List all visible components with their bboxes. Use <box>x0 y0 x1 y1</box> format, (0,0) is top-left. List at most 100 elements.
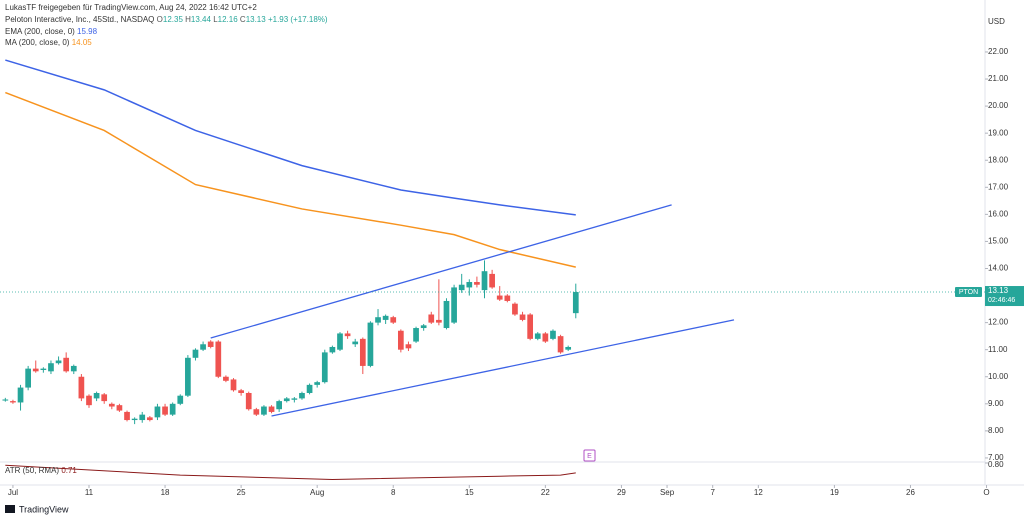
candle-body <box>116 405 123 411</box>
candle-body <box>428 314 435 323</box>
ohlc-label: O <box>156 15 163 24</box>
ohlc-value: 13.44 <box>190 15 211 24</box>
x-tick-label: 12 <box>754 488 763 497</box>
legend-value: 14.05 <box>71 38 92 47</box>
candle-body <box>337 333 343 350</box>
symbol-legend: Peloton Interactive, Inc., 45Std., NASDA… <box>5 15 328 24</box>
legend-name: MA (200, close, 0) <box>5 38 70 47</box>
ma-legend: MA (200, close, 0) 14.05 <box>5 38 92 47</box>
change: +1.93 (+17.18%) <box>267 15 328 24</box>
candle-body <box>496 295 503 300</box>
x-tick-label: 7 <box>710 488 715 497</box>
symbol: Peloton Interactive, Inc., 45Std., NASDA… <box>5 15 155 24</box>
trendline <box>271 319 735 417</box>
candle-body <box>367 322 374 366</box>
candle-body <box>101 394 108 402</box>
event-marker: E <box>587 453 592 460</box>
ohlc-label: C <box>239 15 246 24</box>
y-tick-label: 17.00 <box>988 182 1009 191</box>
ohlc-value: 13.13 <box>245 15 266 24</box>
indicator-line <box>5 91 576 268</box>
y-tick-label: 12.00 <box>988 318 1009 327</box>
y-tick-label: 14.00 <box>988 264 1009 273</box>
trendline <box>210 204 672 339</box>
candle-body <box>139 414 146 421</box>
x-tick-label: 25 <box>237 488 246 497</box>
ohlc-label: H <box>185 15 191 24</box>
candle-body <box>504 295 511 301</box>
x-tick-label: Aug <box>310 488 324 497</box>
candle-body <box>382 315 389 320</box>
candle-body <box>557 336 564 353</box>
x-tick-label: 22 <box>541 488 550 497</box>
candle-body <box>185 357 191 396</box>
ohlc-label: L <box>213 15 218 24</box>
x-tick-label: 15 <box>465 488 474 497</box>
candle-body <box>200 344 206 350</box>
candle-body <box>550 330 556 339</box>
candle-body <box>481 271 488 291</box>
legend-name: EMA (200, close, 0) <box>5 27 75 36</box>
candle-body <box>238 390 244 393</box>
candle-body <box>413 328 419 342</box>
candle-body <box>78 376 85 399</box>
x-tick-label: 26 <box>906 488 915 497</box>
brand-logo <box>5 505 15 513</box>
y-tick-label: 7.00 <box>988 453 1004 462</box>
candle-body <box>169 403 176 415</box>
candle-body <box>436 319 442 323</box>
candle-body <box>261 406 267 415</box>
candle-body <box>329 346 336 353</box>
y-tick-label: 15.00 <box>988 237 1009 246</box>
brand: TradingView <box>19 504 69 514</box>
candle-body <box>542 333 549 342</box>
candle-body <box>154 406 161 418</box>
candle-body <box>397 330 404 350</box>
ema-legend: EMA (200, close, 0) 15.98 <box>5 27 97 36</box>
candle-body <box>230 379 237 391</box>
y-tick-label: 8.00 <box>988 426 1004 435</box>
x-tick-label: 11 <box>85 488 94 497</box>
price-tag <box>985 286 1024 307</box>
x-tick-label: Sep <box>660 488 675 497</box>
candle-body <box>359 338 366 366</box>
legend-value: 15.98 <box>77 27 98 36</box>
y-tick-label: 22.00 <box>988 47 1009 56</box>
candle-body <box>283 398 290 402</box>
candle-body <box>131 418 138 421</box>
candle-body <box>32 368 39 372</box>
price-tag-value: 13.13 <box>988 286 1009 295</box>
candle-body <box>451 287 457 323</box>
candle-body <box>93 392 100 399</box>
ohlc-value: 12.16 <box>217 15 238 24</box>
candle-body <box>405 344 412 349</box>
candle-body <box>519 314 526 320</box>
candle-body <box>70 365 77 372</box>
candle-body <box>146 417 153 421</box>
ohlc-value: 12.35 <box>162 15 183 24</box>
publisher: LukasTF freigegeben für TradingView.com,… <box>5 3 257 12</box>
indicator-line <box>5 59 576 216</box>
x-tick-label: 29 <box>617 488 626 497</box>
candle-body <box>443 300 450 329</box>
candle-body <box>344 333 351 337</box>
candle-body <box>55 360 62 364</box>
candle-body <box>565 346 572 350</box>
y-tick-label: 18.00 <box>988 155 1009 164</box>
legend-name: ATR (50, RMA) <box>5 466 60 475</box>
candle-body <box>108 403 115 407</box>
candle-body <box>245 392 252 410</box>
candle-body <box>253 409 260 415</box>
candle-body <box>215 341 222 377</box>
candle-body <box>527 314 534 339</box>
candle-body <box>177 395 184 404</box>
y-tick-label: 16.00 <box>988 209 1009 218</box>
candle-body <box>314 382 321 385</box>
y-tick-label: 11.00 <box>988 345 1008 354</box>
candle-body <box>10 401 16 403</box>
candle-body <box>192 349 199 358</box>
candle-body <box>63 357 70 372</box>
candle-body <box>321 352 328 383</box>
legend-value: 0.71 <box>61 466 77 475</box>
candle-body <box>306 384 313 393</box>
